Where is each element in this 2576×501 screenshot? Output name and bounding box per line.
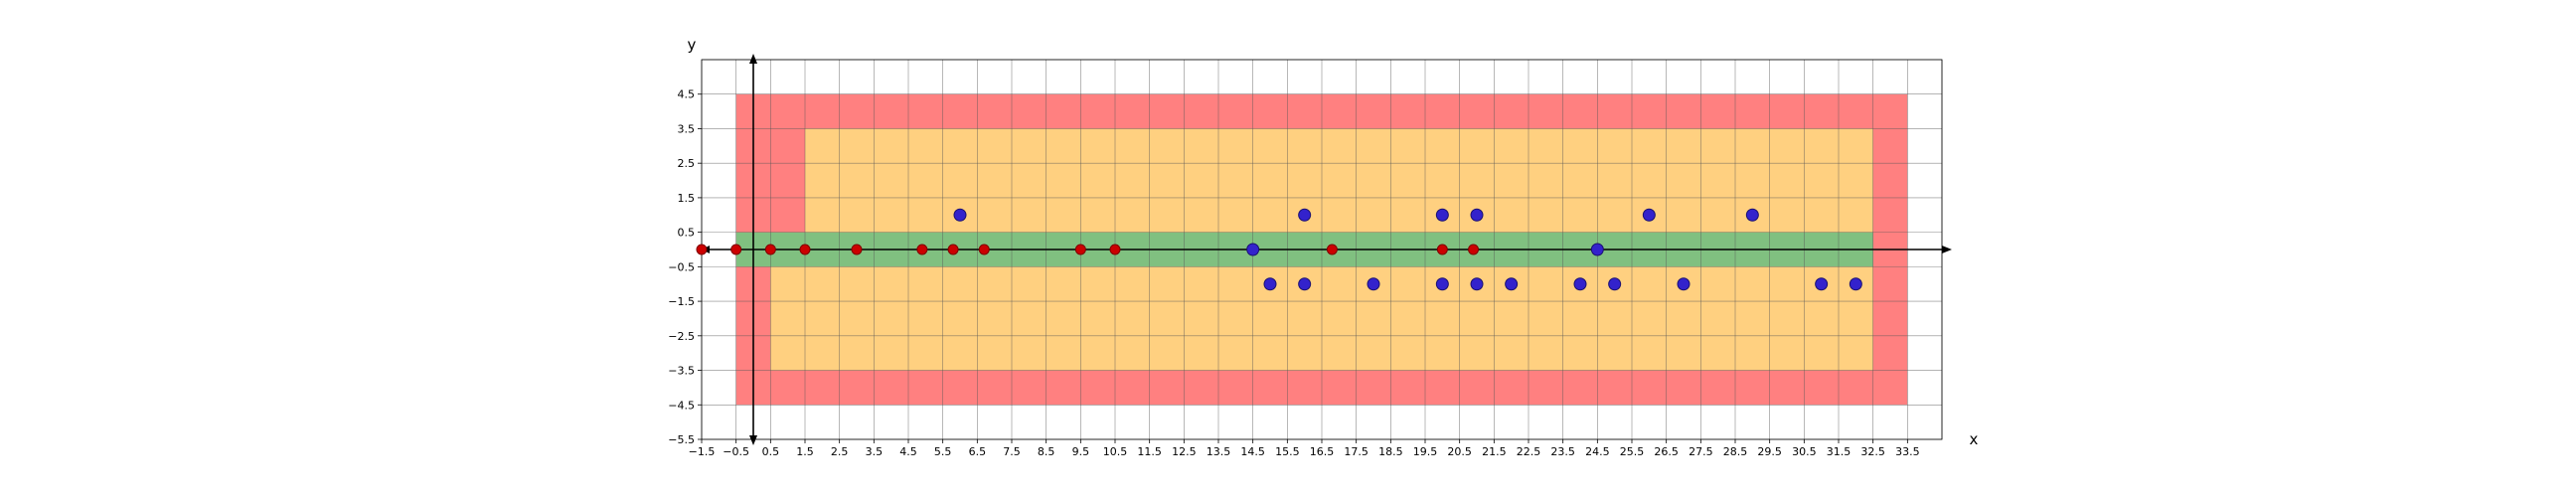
data-point bbox=[947, 244, 959, 255]
x-tick-label: 9.5 bbox=[1072, 445, 1090, 458]
x-axis-label: x bbox=[1970, 430, 1979, 448]
y-tick-label: −2.5 bbox=[668, 330, 695, 343]
x-axis-arrow bbox=[1942, 246, 1952, 253]
x-tick-label: 1.5 bbox=[796, 445, 814, 458]
x-tick-label: −0.5 bbox=[723, 445, 749, 458]
x-tick-label: 27.5 bbox=[1689, 445, 1713, 458]
axes-layer bbox=[702, 54, 1952, 445]
data-point bbox=[1745, 208, 1759, 222]
x-tick-labels: −1.5 −0.5 0.5 1.5 2.5 3.5 4.5 5.5 6.5 7.5 8.5 9.5 10… bbox=[689, 439, 1920, 458]
data-point bbox=[1435, 208, 1449, 222]
data-point bbox=[1074, 244, 1086, 255]
x-tick-label: −1.5 bbox=[689, 445, 716, 458]
x-tick-label: 21.5 bbox=[1482, 445, 1507, 458]
y-tick-labels: −5.5 −4.5 −3.5 −2.5 −1.5 −0.5 0.5 1.5 2.5 3.5 4.5 bbox=[668, 88, 702, 446]
y-tick-label: −5.5 bbox=[668, 433, 695, 446]
data-point bbox=[1109, 244, 1121, 255]
x-tick-label: 7.5 bbox=[1003, 445, 1021, 458]
data-point bbox=[1298, 208, 1312, 222]
x-tick-label: 20.5 bbox=[1447, 445, 1472, 458]
data-point bbox=[1470, 277, 1484, 291]
data-point bbox=[1263, 277, 1277, 291]
data-point bbox=[1642, 208, 1656, 222]
y-axis-arrow-bottom bbox=[749, 435, 757, 445]
data-point bbox=[1608, 277, 1622, 291]
x-tick-label: 25.5 bbox=[1620, 445, 1645, 458]
x-tick-label: 24.5 bbox=[1585, 445, 1610, 458]
x-tick-label: 10.5 bbox=[1103, 445, 1128, 458]
y-tick-label: 0.5 bbox=[678, 227, 696, 240]
x-tick-label: 17.5 bbox=[1344, 445, 1368, 458]
x-tick-label: 0.5 bbox=[762, 445, 780, 458]
x-tick-label: 32.5 bbox=[1860, 445, 1885, 458]
data-point bbox=[696, 244, 708, 255]
data-point bbox=[1246, 243, 1260, 256]
data-point bbox=[1677, 277, 1690, 291]
data-point bbox=[1298, 277, 1312, 291]
y-axis-arrow bbox=[749, 54, 757, 64]
x-tick-label: 23.5 bbox=[1550, 445, 1575, 458]
x-tick-label: 13.5 bbox=[1207, 445, 1231, 458]
x-tick-label: 33.5 bbox=[1895, 445, 1920, 458]
data-point bbox=[1435, 277, 1449, 291]
data-point bbox=[916, 244, 928, 255]
data-point bbox=[1849, 277, 1862, 291]
x-tick-label: 5.5 bbox=[934, 445, 952, 458]
y-axis-label: y bbox=[688, 36, 697, 54]
y-tick-label: −4.5 bbox=[668, 399, 695, 412]
x-tick-label: 14.5 bbox=[1240, 445, 1265, 458]
y-tick-label: −1.5 bbox=[668, 295, 695, 308]
data-point bbox=[764, 244, 776, 255]
x-tick-label: 30.5 bbox=[1792, 445, 1817, 458]
orange-zone-upper bbox=[805, 128, 1873, 233]
x-tick-label: 29.5 bbox=[1757, 445, 1782, 458]
x-tick-label: 12.5 bbox=[1172, 445, 1197, 458]
data-point bbox=[1468, 244, 1480, 255]
data-point bbox=[953, 208, 967, 222]
x-tick-label: 28.5 bbox=[1723, 445, 1748, 458]
x-tick-label: 22.5 bbox=[1517, 445, 1541, 458]
x-tick-label: 19.5 bbox=[1413, 445, 1438, 458]
x-tick-label: 18.5 bbox=[1378, 445, 1403, 458]
x-tick-label: 3.5 bbox=[866, 445, 884, 458]
x-tick-label: 6.5 bbox=[969, 445, 987, 458]
y-tick-label: −3.5 bbox=[668, 365, 695, 378]
data-point bbox=[730, 244, 742, 255]
x-tick-label: 26.5 bbox=[1654, 445, 1679, 458]
data-point bbox=[1326, 244, 1338, 255]
x-tick-label: 8.5 bbox=[1038, 445, 1055, 458]
y-tick-label: 1.5 bbox=[678, 192, 696, 205]
x-tick-label: 16.5 bbox=[1310, 445, 1335, 458]
y-tick-label: −0.5 bbox=[668, 260, 695, 273]
data-point bbox=[978, 244, 990, 255]
data-point bbox=[1505, 277, 1519, 291]
data-point bbox=[851, 244, 863, 255]
x-tick-label: 2.5 bbox=[831, 445, 849, 458]
x-tick-label: 11.5 bbox=[1137, 445, 1162, 458]
data-point bbox=[1573, 277, 1587, 291]
x-tick-label: 31.5 bbox=[1827, 445, 1852, 458]
data-point bbox=[1436, 244, 1448, 255]
data-point bbox=[1590, 243, 1604, 256]
data-point bbox=[1815, 277, 1829, 291]
points-layer bbox=[696, 208, 1862, 291]
x-tick-label: 4.5 bbox=[899, 445, 917, 458]
x-tick-label: 15.5 bbox=[1275, 445, 1300, 458]
data-point bbox=[1367, 277, 1380, 291]
data-point bbox=[799, 244, 811, 255]
data-point bbox=[1470, 208, 1484, 222]
y-tick-label: 2.5 bbox=[678, 157, 696, 170]
y-tick-label: 4.5 bbox=[678, 88, 696, 101]
y-tick-label: 3.5 bbox=[678, 122, 696, 135]
